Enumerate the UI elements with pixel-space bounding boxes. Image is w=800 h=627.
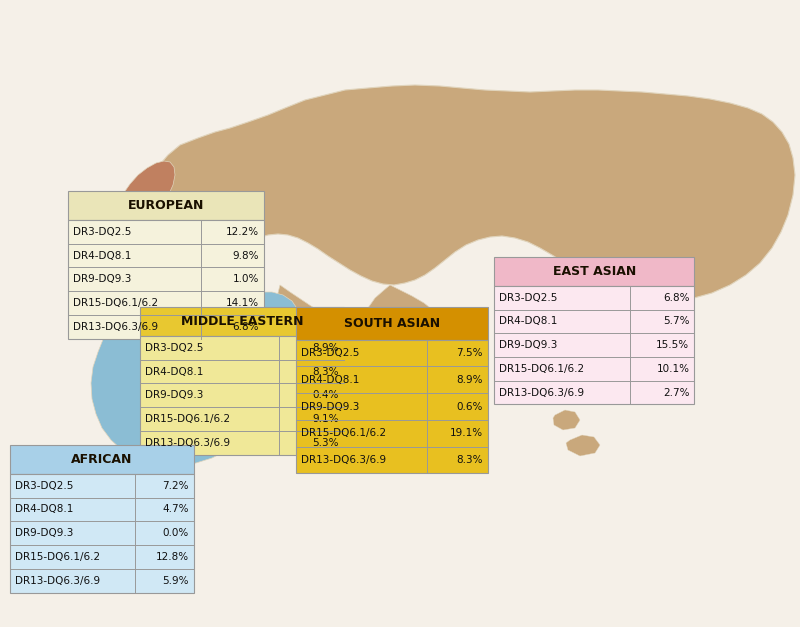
- Text: DR4-DQ8.1: DR4-DQ8.1: [301, 375, 359, 385]
- Text: AFRICAN: AFRICAN: [71, 453, 132, 466]
- Text: DR9-DQ9.3: DR9-DQ9.3: [73, 274, 131, 284]
- Text: 8.9%: 8.9%: [457, 375, 483, 385]
- Text: 19.1%: 19.1%: [450, 428, 483, 438]
- Text: DR15-DQ6.1/6.2: DR15-DQ6.1/6.2: [73, 298, 158, 308]
- Bar: [296, 340, 488, 473]
- Text: 0.4%: 0.4%: [313, 390, 339, 400]
- Text: 9.8%: 9.8%: [233, 251, 259, 261]
- Text: 5.9%: 5.9%: [162, 576, 189, 586]
- Text: EAST ASIAN: EAST ASIAN: [553, 265, 636, 278]
- Text: 14.1%: 14.1%: [226, 298, 259, 308]
- Text: MIDDLE EASTERN: MIDDLE EASTERN: [181, 315, 303, 328]
- Text: 12.2%: 12.2%: [226, 227, 259, 237]
- Text: 12.8%: 12.8%: [155, 552, 189, 562]
- Text: 5.7%: 5.7%: [663, 317, 690, 327]
- Polygon shape: [91, 204, 300, 466]
- Polygon shape: [272, 425, 295, 450]
- Text: 10.1%: 10.1%: [656, 364, 690, 374]
- Text: DR3-DQ2.5: DR3-DQ2.5: [301, 348, 359, 358]
- Text: DR9-DQ9.3: DR9-DQ9.3: [14, 528, 73, 538]
- Bar: [68, 191, 264, 220]
- Text: 7.2%: 7.2%: [162, 481, 189, 491]
- Text: DR9-DQ9.3: DR9-DQ9.3: [499, 340, 558, 350]
- Polygon shape: [114, 161, 175, 268]
- Text: 5.3%: 5.3%: [313, 438, 339, 448]
- Text: DR13-DQ6.3/6.9: DR13-DQ6.3/6.9: [301, 455, 386, 465]
- Text: 8.9%: 8.9%: [313, 343, 339, 353]
- Polygon shape: [363, 285, 443, 377]
- Text: DR13-DQ6.3/6.9: DR13-DQ6.3/6.9: [499, 387, 585, 398]
- Text: DR13-DQ6.3/6.9: DR13-DQ6.3/6.9: [14, 576, 100, 586]
- Bar: [10, 445, 194, 474]
- Polygon shape: [566, 435, 600, 456]
- Text: 0.0%: 0.0%: [162, 528, 189, 538]
- Text: DR4-DQ8.1: DR4-DQ8.1: [499, 317, 558, 327]
- Polygon shape: [548, 295, 607, 379]
- Polygon shape: [124, 85, 795, 308]
- Text: DR9-DQ9.3: DR9-DQ9.3: [145, 390, 203, 400]
- Text: DR15-DQ6.1/6.2: DR15-DQ6.1/6.2: [499, 364, 585, 374]
- Text: 4.7%: 4.7%: [162, 505, 189, 515]
- Text: DR15-DQ6.1/6.2: DR15-DQ6.1/6.2: [145, 414, 230, 424]
- Text: DR15-DQ6.1/6.2: DR15-DQ6.1/6.2: [301, 428, 386, 438]
- Bar: [494, 286, 694, 404]
- Text: DR9-DQ9.3: DR9-DQ9.3: [301, 401, 359, 411]
- Text: DR3-DQ2.5: DR3-DQ2.5: [499, 293, 558, 303]
- Text: DR4-DQ8.1: DR4-DQ8.1: [14, 505, 73, 515]
- Polygon shape: [553, 410, 580, 430]
- Text: 9.1%: 9.1%: [313, 414, 339, 424]
- Text: 6.8%: 6.8%: [233, 322, 259, 332]
- Bar: [68, 220, 264, 339]
- Bar: [10, 474, 194, 593]
- Text: DR3-DQ2.5: DR3-DQ2.5: [145, 343, 203, 353]
- Text: DR13-DQ6.3/6.9: DR13-DQ6.3/6.9: [145, 438, 230, 448]
- Text: SOUTH ASIAN: SOUTH ASIAN: [344, 317, 440, 330]
- Text: DR3-DQ2.5: DR3-DQ2.5: [73, 227, 131, 237]
- Text: EUROPEAN: EUROPEAN: [128, 199, 204, 212]
- Bar: [296, 307, 488, 340]
- Text: 7.5%: 7.5%: [457, 348, 483, 358]
- Text: DR4-DQ8.1: DR4-DQ8.1: [73, 251, 131, 261]
- Text: DR13-DQ6.3/6.9: DR13-DQ6.3/6.9: [73, 322, 158, 332]
- Bar: [140, 307, 344, 336]
- Text: 1.0%: 1.0%: [233, 274, 259, 284]
- Polygon shape: [260, 285, 332, 372]
- Bar: [494, 257, 694, 286]
- Bar: [140, 336, 344, 455]
- Text: 15.5%: 15.5%: [656, 340, 690, 350]
- Text: 6.8%: 6.8%: [663, 293, 690, 303]
- Text: DR15-DQ6.1/6.2: DR15-DQ6.1/6.2: [14, 552, 100, 562]
- Text: 8.3%: 8.3%: [457, 455, 483, 465]
- Text: 0.6%: 0.6%: [457, 401, 483, 411]
- Text: DR3-DQ2.5: DR3-DQ2.5: [14, 481, 73, 491]
- Text: 8.3%: 8.3%: [313, 367, 339, 377]
- Text: DR4-DQ8.1: DR4-DQ8.1: [145, 367, 203, 377]
- Text: 2.7%: 2.7%: [663, 387, 690, 398]
